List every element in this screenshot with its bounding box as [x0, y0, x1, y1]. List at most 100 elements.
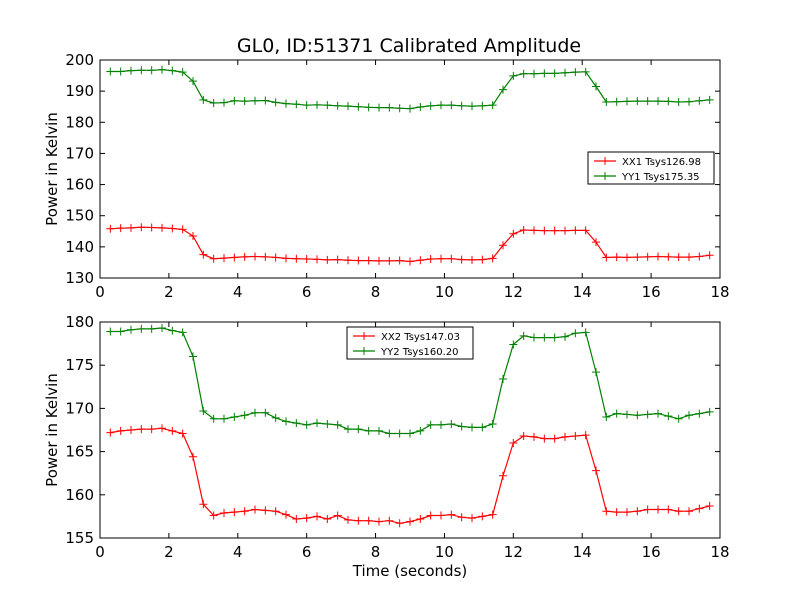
bottom-series-2-point — [282, 417, 290, 426]
bottom-series-2-point — [189, 352, 197, 361]
bottom-series-2-point — [519, 331, 528, 340]
top-series-1-point — [530, 226, 538, 235]
top-series-1-point — [437, 254, 445, 263]
top-series-1-point — [416, 256, 425, 265]
top-series-2-point — [116, 67, 125, 76]
bottom-series-1-point — [116, 426, 125, 435]
top-series-1-point — [230, 253, 239, 262]
bottom-series-2-point — [602, 413, 611, 422]
bottom-series-2-point — [705, 407, 714, 416]
bottom-series-2-point — [220, 414, 228, 423]
top-series-2-point — [323, 101, 332, 110]
top-series-1-point — [633, 253, 642, 262]
bottom-series-1-point — [643, 505, 652, 514]
bottom-series-2-point — [561, 332, 569, 341]
top-series-2-point — [571, 68, 580, 77]
top-series-1-point — [282, 254, 290, 263]
top-series-1-point — [106, 224, 115, 233]
top-series-1-point — [395, 256, 404, 265]
top-legend-label-1: XX1 Tsys126.98 — [622, 157, 701, 168]
bottom-x-tick-label: 12 — [504, 543, 523, 561]
top-series-2-point — [178, 68, 187, 77]
bottom-x-tick-label: 4 — [233, 543, 243, 561]
bottom-series-2-point — [147, 324, 156, 333]
bottom-series-2-point — [240, 411, 249, 420]
bottom-series-1-point — [664, 505, 673, 514]
top-series-2-point — [364, 103, 373, 112]
bottom-series-1-point — [612, 508, 621, 517]
top-series-1-point — [612, 253, 621, 262]
bottom-series-1-point — [147, 425, 156, 434]
top-x-tick-label: 10 — [435, 283, 454, 301]
bottom-series-2-point — [416, 426, 425, 435]
top-x-tick-label: 12 — [504, 283, 523, 301]
bottom-series-2-point — [261, 408, 270, 417]
top-series-2-point — [127, 66, 135, 75]
bottom-series-2-point — [457, 422, 466, 431]
top-y-tick-label: 200 — [65, 51, 94, 69]
top-series-1-point — [333, 255, 342, 264]
top-series-1-point — [375, 256, 383, 265]
top-series-2-point — [643, 97, 652, 106]
top-x-tick-label: 0 — [95, 283, 105, 301]
bottom-series-2-point — [302, 420, 311, 429]
top-series-1-point — [695, 252, 704, 261]
top-legend-box — [587, 151, 715, 185]
top-series-1-point — [261, 252, 270, 261]
top-series-2-point — [695, 96, 704, 105]
bottom-series-1-point — [189, 452, 197, 461]
top-series-1-point — [292, 254, 301, 263]
top-series-2-point — [623, 97, 631, 106]
top-series-2-point — [416, 103, 425, 112]
top-y-tick-label: 170 — [65, 144, 94, 162]
bottom-y-tick-label: 175 — [65, 356, 94, 374]
bottom-series-1-point — [592, 466, 600, 475]
bottom-series-1-point — [623, 508, 631, 517]
top-x-tick-label: 14 — [573, 283, 592, 301]
top-series-2-point — [478, 101, 487, 110]
top-series-1-point — [158, 223, 166, 232]
bottom-x-tick-label: 8 — [371, 543, 381, 561]
top-series-1-point — [209, 254, 218, 263]
top-series-2-point — [220, 98, 228, 107]
top-series-2-point — [612, 97, 621, 106]
bottom-series-1-point — [364, 516, 373, 525]
top-series-1-point — [623, 253, 631, 262]
top-series-2-point — [282, 99, 290, 108]
bottom-series-1-point — [323, 514, 332, 523]
bottom-series-1-point — [354, 516, 363, 525]
bottom-series-2-point — [592, 368, 600, 377]
bottom-series-2-point — [695, 409, 704, 418]
bottom-series-1-point — [633, 507, 642, 516]
top-series-2-point — [664, 97, 673, 106]
top-series-1-point — [199, 250, 208, 259]
bottom-series-1-point — [292, 514, 301, 523]
top-series-2-point — [685, 97, 693, 106]
bottom-series-2-point — [168, 326, 177, 335]
top-series-1-point — [499, 241, 507, 250]
bottom-series-2-point — [664, 412, 673, 421]
bottom-series-1-point — [251, 505, 259, 514]
top-series-2-point — [302, 101, 311, 110]
top-series-1-point — [468, 255, 476, 264]
top-series-2-point — [251, 96, 259, 105]
bottom-y-tick-label: 160 — [65, 486, 94, 504]
top-series-2-point — [602, 98, 611, 107]
bottom-series-1-point — [447, 510, 456, 519]
bottom-series-1-point — [344, 515, 352, 524]
top-y-tick-label: 150 — [65, 207, 94, 225]
bottom-y-tick-label: 165 — [65, 443, 94, 461]
bottom-series-1-point — [375, 517, 383, 526]
bottom-series-2-point — [540, 333, 549, 342]
top-x-tick-label: 4 — [233, 283, 243, 301]
top-series-2-point — [375, 103, 383, 112]
bottom-series-1-point — [499, 471, 507, 480]
top-series-1-point — [705, 251, 714, 260]
bottom-series-2-point — [209, 414, 218, 423]
top-series-2-point — [519, 69, 528, 78]
chart-title: GL0, ID:51371 Calibrated Amplitude — [237, 35, 581, 57]
top-series-1-point — [602, 253, 611, 262]
top-series-1-point — [364, 256, 373, 265]
bottom-series-2-point — [499, 375, 507, 384]
top-series-2-point — [313, 100, 321, 109]
